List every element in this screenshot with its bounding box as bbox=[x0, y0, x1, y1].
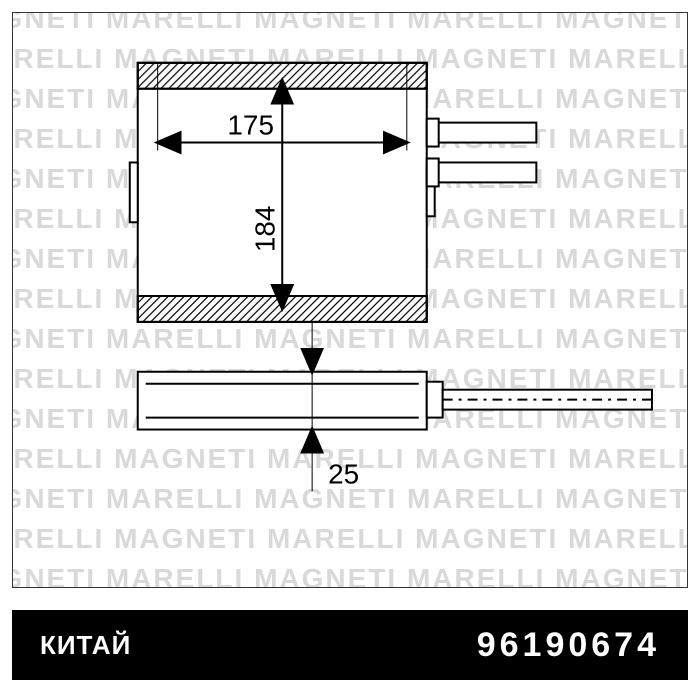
svg-text:175: 175 bbox=[227, 110, 274, 141]
svg-text:25: 25 bbox=[328, 458, 359, 489]
diagram-area: MAGNETI MARELLI MAGNETI MARELLI MAGNETI … bbox=[12, 12, 688, 588]
svg-text:184: 184 bbox=[249, 206, 280, 253]
footer-bar: КИТАЙ 96190674 bbox=[12, 610, 688, 680]
technical-drawing: 175 184 25 bbox=[13, 13, 687, 587]
part-number: 96190674 bbox=[477, 626, 660, 665]
brand-label: КИТАЙ bbox=[40, 630, 131, 661]
